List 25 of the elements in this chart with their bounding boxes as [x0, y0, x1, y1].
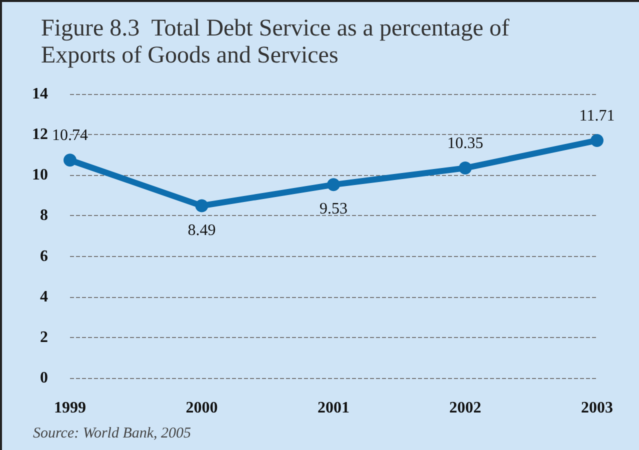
y-tick-label: 12	[32, 126, 48, 144]
point	[590, 134, 604, 147]
data-label: 9.53	[320, 200, 348, 218]
y-tick-label: 8	[40, 207, 48, 224]
y-tick-label: 6	[40, 248, 48, 265]
y-tick-label: 14	[32, 86, 48, 102]
point	[195, 199, 208, 212]
point	[327, 178, 340, 192]
x-tick-label: 2002	[449, 400, 482, 416]
point	[64, 154, 76, 167]
data-label: 10.74	[52, 127, 88, 144]
y-tick-label: 2	[40, 328, 48, 346]
source-note: Source: World Bank, 2005	[33, 426, 192, 442]
x-tick-label: 2000	[186, 400, 218, 416]
y-tick-label: 10	[32, 166, 48, 184]
x-tick-label: 2003	[581, 400, 613, 416]
y-tick-label: 0	[40, 370, 48, 386]
chart-title: Figure 8.3 Total Debt Service as a percentage of Exports of Goods and Services	[41, 16, 510, 68]
point	[458, 162, 472, 175]
data-label: 8.49	[188, 222, 216, 239]
data-label: 10.35	[447, 135, 484, 152]
x-tick-label: 2001	[318, 400, 350, 416]
y-tick-label: 4	[40, 288, 48, 306]
data-label: 11.71	[579, 107, 615, 124]
x-tick-label: 1999	[54, 400, 86, 416]
